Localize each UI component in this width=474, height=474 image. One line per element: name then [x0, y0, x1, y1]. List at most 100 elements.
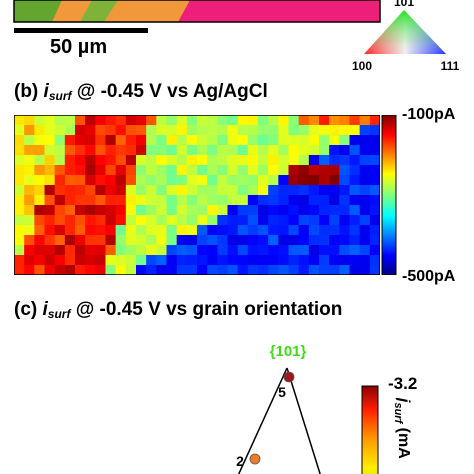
map-cell — [136, 195, 147, 206]
map-cell — [247, 215, 259, 226]
map-cell — [105, 215, 117, 226]
map-cell — [278, 185, 289, 196]
map-cell — [14, 225, 25, 236]
map-cell — [14, 115, 25, 126]
map-cell — [278, 115, 289, 126]
map-cell — [359, 115, 371, 126]
map-cell — [54, 255, 66, 266]
map-cell — [197, 145, 208, 156]
map-cell — [207, 245, 218, 256]
map-cell — [44, 155, 56, 166]
map-cell — [24, 205, 35, 216]
map-cell — [319, 245, 330, 256]
map-cell — [349, 145, 361, 156]
map-cell — [186, 155, 198, 166]
panel-b-subscript: surf — [48, 89, 72, 103]
map-cell — [156, 225, 167, 236]
map-cell — [186, 205, 198, 216]
map-cell — [44, 235, 56, 246]
map-cell — [247, 165, 259, 176]
map-cell — [258, 235, 269, 246]
map-cell — [64, 215, 76, 226]
map-cell — [115, 125, 127, 136]
map-cell — [156, 185, 167, 196]
map-cell — [105, 225, 117, 236]
map-cell — [136, 205, 147, 216]
map-cell — [54, 225, 66, 236]
map-cell — [237, 135, 249, 146]
map-cell — [369, 155, 380, 166]
map-cell — [288, 115, 300, 126]
map-cell — [24, 155, 35, 166]
map-cell — [125, 235, 137, 246]
map-cell — [44, 225, 56, 236]
map-cell — [176, 195, 188, 206]
map-cell — [359, 205, 371, 216]
map-cell — [278, 145, 289, 156]
map-cell — [115, 135, 127, 146]
map-cell — [207, 205, 218, 216]
map-cell — [247, 155, 259, 166]
map-cell — [24, 195, 35, 206]
map-cell — [34, 125, 45, 136]
map-cell — [258, 245, 269, 256]
map-cell — [186, 185, 198, 196]
map-cell — [176, 225, 188, 236]
map-cell — [339, 165, 350, 176]
map-cell — [247, 225, 259, 236]
map-cell — [268, 195, 279, 206]
panel-b-title: (b) isurf @ -0.45 V vs Ag/AgCl — [14, 81, 268, 103]
map-cell — [44, 115, 56, 126]
map-cell — [369, 145, 380, 156]
map-cell — [308, 175, 320, 186]
map-cell — [369, 205, 380, 216]
map-cell — [258, 135, 269, 146]
map-cell — [34, 145, 45, 156]
map-cell — [197, 265, 208, 275]
map-cell — [227, 165, 239, 176]
map-cell — [44, 185, 56, 196]
map-cell — [186, 235, 198, 246]
map-frame — [13, 0, 381, 23]
map-cell — [207, 175, 218, 186]
map-cell — [268, 205, 279, 216]
map-cell — [14, 125, 25, 136]
map-cell — [14, 135, 25, 146]
map-cell — [85, 145, 96, 156]
map-cell — [34, 115, 45, 126]
map-cell — [207, 115, 218, 126]
map-cell — [217, 255, 228, 266]
map-cell — [329, 205, 340, 216]
map-cell — [207, 135, 218, 146]
map-cell — [54, 135, 66, 146]
map-cell — [54, 125, 66, 136]
map-cell — [278, 215, 289, 226]
map-cell — [156, 235, 167, 246]
map-cell — [349, 115, 361, 126]
map-cell — [125, 225, 137, 236]
map-cell — [176, 135, 188, 146]
map-cell — [146, 195, 157, 206]
map-cell — [14, 235, 25, 246]
map-cell — [186, 115, 198, 126]
grain-magenta — [178, 0, 380, 22]
map-cell — [44, 215, 56, 226]
map-cell — [105, 145, 117, 156]
map-cell — [339, 215, 350, 226]
map-cell — [105, 165, 117, 176]
map-cell — [115, 165, 127, 176]
map-cell — [146, 165, 157, 176]
panel-b-symbol: i — [43, 81, 49, 102]
map-cell — [339, 185, 350, 196]
map-cell — [258, 165, 269, 176]
map-cell — [258, 115, 269, 126]
map-cell — [166, 115, 178, 126]
map-cell — [34, 135, 45, 146]
point-2-label: 2 — [236, 453, 244, 469]
map-cell — [136, 135, 147, 146]
map-cell — [166, 195, 178, 206]
map-cell — [217, 125, 228, 136]
map-cell — [24, 145, 35, 156]
map-cell — [186, 135, 198, 146]
scale-bar-label: 50 µm — [50, 36, 108, 58]
